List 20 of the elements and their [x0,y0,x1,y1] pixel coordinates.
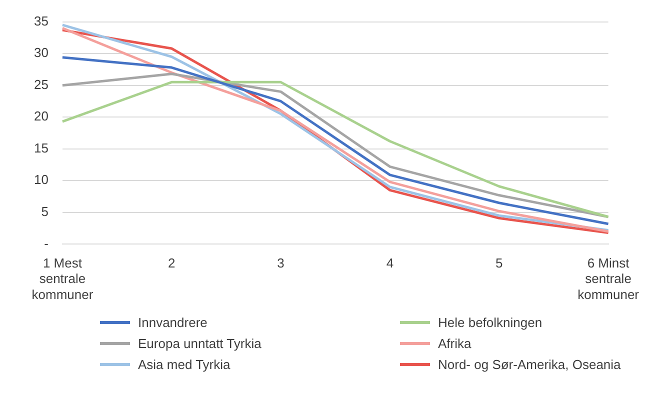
x-tick-label: 1 Mest sentrale kommuner [32,256,94,302]
x-tick-label: 5 [496,256,503,271]
y-tick-label: 30 [34,45,48,60]
y-tick-label: 10 [34,172,48,188]
x-tick-label: 4 [386,256,394,271]
y-tick-label: 15 [34,140,48,156]
y-tick-label: - [44,236,48,251]
x-tick-label: 3 [277,256,284,271]
legend-label: Innvandrere [138,315,208,330]
x-tick-label: 2 [168,256,176,271]
legend-label: Europa unntatt Tyrkia [138,336,262,351]
y-tick-label: 20 [34,108,48,124]
x-tick-label: 6 Minst sentrale kommuner [578,256,640,302]
y-tick-label: 5 [41,204,48,220]
legend-label: Asia med Tyrkia [138,357,230,372]
legend-label: Nord- og Sør-Amerika, Oseania [438,357,621,372]
legend-label: Afrika [438,336,472,351]
legend-label: Hele befolkningen [438,315,542,330]
y-tick-label: 35 [34,13,48,28]
y-tick-label: 25 [34,76,48,92]
